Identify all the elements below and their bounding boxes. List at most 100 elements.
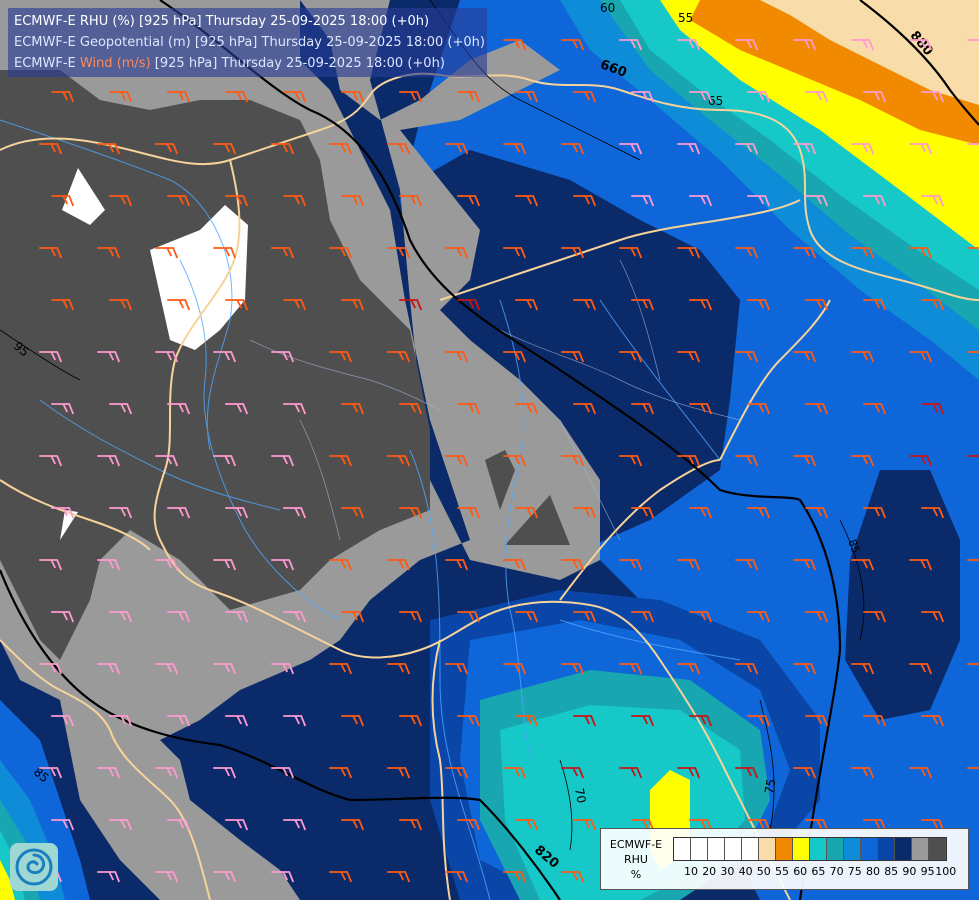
wind-barb <box>689 91 713 103</box>
header-param: Geopotential (m) <box>79 35 191 50</box>
legend-title: ECMWF-E RHU % <box>605 837 667 882</box>
rivers <box>0 119 741 900</box>
wind-barb <box>793 247 817 259</box>
wind-barb <box>851 663 875 675</box>
wind-barb <box>399 91 423 103</box>
wind-barb <box>213 871 237 883</box>
wind-barb <box>793 455 817 467</box>
wind-barb <box>747 819 771 831</box>
wind-barb <box>387 247 411 259</box>
wind-barb <box>387 351 411 363</box>
rhu-label-65: 65 <box>708 94 723 108</box>
legend-swatch <box>861 838 878 860</box>
wind-barb <box>97 143 121 155</box>
wind-barb <box>457 819 481 831</box>
legend-title-model: ECMWF-E <box>609 838 663 851</box>
wind-barb <box>457 403 481 415</box>
wind-barb <box>109 403 133 415</box>
wind-barb <box>503 559 527 571</box>
wind-barb <box>967 247 979 250</box>
wind-barb <box>619 559 643 571</box>
wind-barb <box>225 195 249 207</box>
legend-title-unit: % <box>630 868 642 881</box>
wind-barb <box>747 507 771 519</box>
wind-barb <box>561 351 585 363</box>
legend-tick-label: 75 <box>847 865 862 878</box>
legend-tick-label: 85 <box>884 865 899 878</box>
wind-barb <box>225 91 249 103</box>
wind-barb <box>109 715 133 727</box>
legend-swatch <box>912 838 929 860</box>
wind-barb <box>387 767 411 779</box>
legend-swatch <box>895 838 912 860</box>
wind-barb <box>631 819 655 831</box>
legend-swatch <box>844 838 861 860</box>
wind-barb <box>573 91 597 103</box>
wind-barb <box>271 559 295 571</box>
wind-barb <box>167 611 191 623</box>
wind-barb <box>793 351 817 363</box>
wind-barb <box>631 299 655 311</box>
wind-barb <box>747 403 771 415</box>
wind-barb <box>561 455 585 467</box>
wind-barb <box>39 663 63 675</box>
wind-barb <box>399 507 423 519</box>
wind-barb <box>341 507 365 519</box>
wind-barb <box>805 819 829 831</box>
legend-swatch <box>725 838 742 860</box>
wind-barb <box>689 507 713 519</box>
rhu-60-sw <box>0 860 15 900</box>
legend-tick-label: 20 <box>702 865 717 878</box>
legend-swatch <box>691 838 708 860</box>
wind-barb <box>515 403 539 415</box>
legend-swatch <box>708 838 725 860</box>
wind-barb <box>921 507 945 519</box>
wind-barb <box>51 91 75 103</box>
rhu-100-pest-2 <box>505 495 570 545</box>
wind-barb <box>805 403 829 415</box>
wind-barb <box>515 299 539 311</box>
wind-barb <box>155 871 179 883</box>
wind-barb <box>735 39 759 51</box>
wind-barb <box>909 247 933 259</box>
wind-barb <box>225 299 249 311</box>
wind-barb <box>747 611 771 623</box>
wind-barb <box>341 403 365 415</box>
wind-barb <box>967 559 979 562</box>
wind-barb <box>225 715 249 727</box>
wind-barb <box>863 195 887 207</box>
wind-barb <box>387 143 411 155</box>
wind-barb <box>967 351 979 354</box>
wind-barb <box>155 455 179 467</box>
wind-barb <box>747 195 771 207</box>
legend-tick-label: 60 <box>793 865 808 878</box>
wind-barb <box>921 819 945 831</box>
legend-swatch <box>793 838 810 860</box>
wind-barb <box>445 247 469 259</box>
wind-barb <box>97 455 121 467</box>
wind-barb <box>213 559 237 571</box>
wind-barb <box>677 455 701 467</box>
wind-barb <box>97 559 121 571</box>
wind-barb <box>341 195 365 207</box>
wind-barb <box>793 559 817 571</box>
wind-barb <box>689 403 713 415</box>
wind-barb <box>909 39 933 51</box>
wind-barb <box>561 247 585 259</box>
wind-barb <box>909 767 933 779</box>
legend-swatch <box>878 838 895 860</box>
wind-barb <box>457 91 481 103</box>
rhu-90-east <box>845 470 960 720</box>
wind-barb <box>283 715 307 727</box>
wind-barb <box>155 351 179 363</box>
wind-barb <box>445 871 469 883</box>
wind-barb <box>619 455 643 467</box>
wind-barb <box>283 507 307 519</box>
wind-barb <box>271 247 295 259</box>
country-borders <box>0 72 979 900</box>
wind-barb <box>283 195 307 207</box>
wind-barb <box>329 455 353 467</box>
wind-barb <box>97 247 121 259</box>
legend-tick-label: 70 <box>829 865 844 878</box>
wind-barb <box>167 819 191 831</box>
